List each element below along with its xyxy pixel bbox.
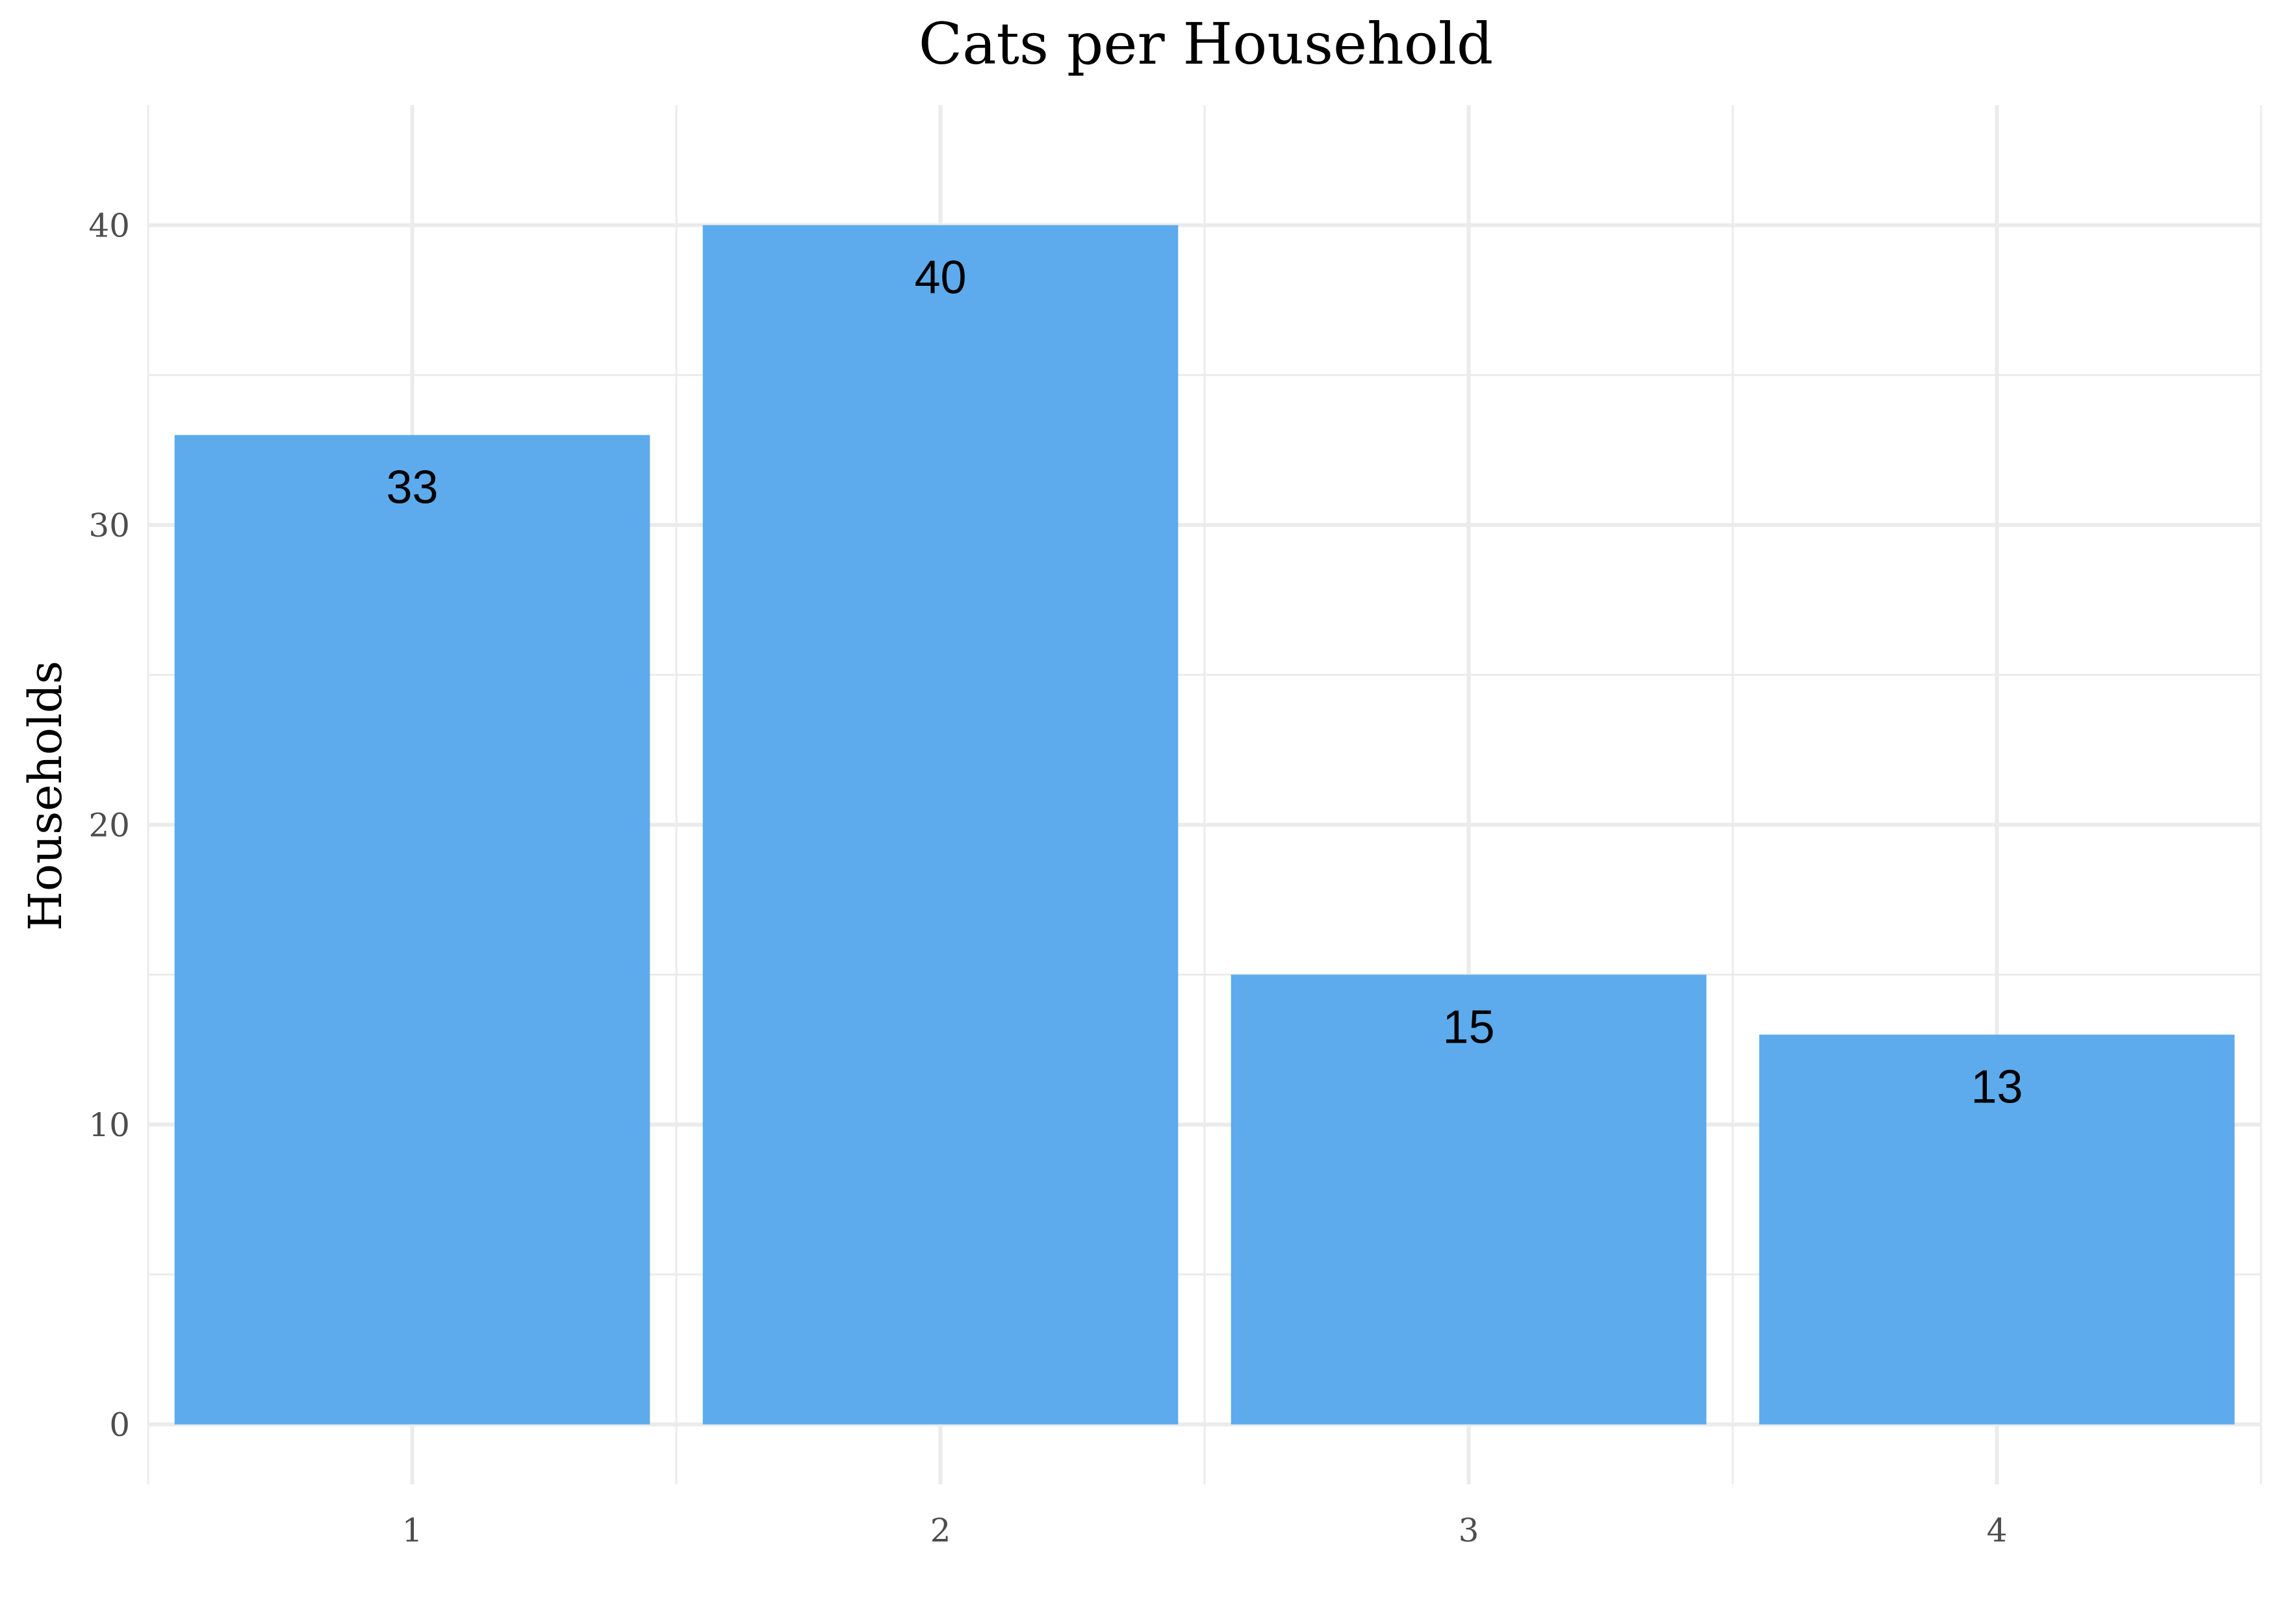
chart-title: Cats per Household [919, 10, 1494, 77]
y-tick-label: 10 [88, 1106, 130, 1144]
y-tick-label: 0 [109, 1406, 130, 1444]
x-tick-label: 2 [930, 1512, 951, 1549]
data-label-3: 15 [1442, 1001, 1494, 1053]
bars [174, 225, 2235, 1425]
x-tick-label: 3 [1459, 1512, 1479, 1549]
x-tick-label: 1 [402, 1512, 423, 1549]
x-axis-ticks: 1 2 3 4 [402, 1512, 2008, 1549]
bar-1 [174, 435, 650, 1425]
y-axis-title: Households [19, 661, 72, 931]
data-label-2: 40 [914, 252, 966, 304]
data-label-4: 13 [1971, 1061, 2023, 1113]
y-axis-ticks: 0 10 20 30 40 [88, 207, 130, 1444]
y-tick-label: 40 [88, 207, 130, 245]
data-labels: 33 40 15 13 [386, 252, 2023, 1113]
bar-2 [702, 225, 1179, 1425]
y-tick-label: 30 [88, 507, 130, 544]
bar-3 [1231, 974, 1707, 1425]
bar-4 [1759, 1034, 2235, 1425]
x-tick-label: 4 [1987, 1512, 2008, 1549]
y-tick-label: 20 [88, 807, 130, 844]
data-label-1: 33 [386, 462, 438, 514]
